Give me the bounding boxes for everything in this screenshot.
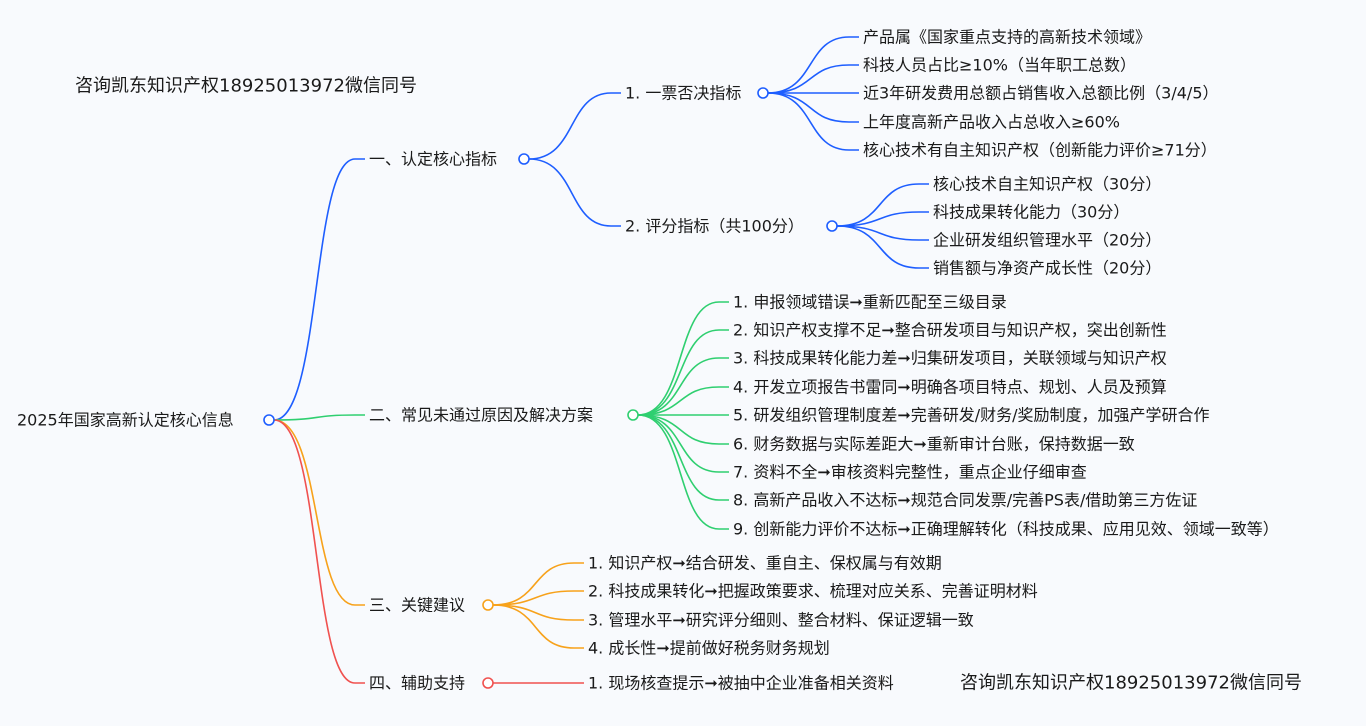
branch-toggle-icon[interactable]	[518, 153, 530, 165]
connector-line	[492, 604, 584, 621]
branch-node[interactable]: 二、常见未通过原因及解决方案	[369, 406, 593, 425]
connector-line	[836, 183, 929, 227]
connector-line	[637, 329, 729, 416]
connector-line	[273, 414, 365, 421]
sub-branch-node[interactable]: 2. 评分指标（共100分）	[625, 217, 804, 236]
connector-line	[492, 562, 584, 606]
connector-line	[767, 92, 859, 151]
sub-branch-toggle-icon[interactable]	[826, 220, 838, 232]
leaf-node[interactable]: 产品属《国家重点支持的高新技术领域》	[863, 28, 1151, 47]
connector-line	[637, 357, 729, 416]
leaf-node[interactable]: 1. 申报领域错误➞重新匹配至三级目录	[733, 293, 1007, 312]
sub-branch-node[interactable]: 1. 一票否决指标	[625, 84, 741, 103]
nodes: 2025年国家高新认定核心信息 一、认定核心指标 1. 一票否决指标 产品属《国家重点…	[17, 28, 1279, 693]
connector-line	[637, 386, 729, 416]
connector-line	[836, 211, 929, 227]
leaf-node[interactable]: 科技人员占比≥10%（当年职工总数）	[863, 56, 1136, 75]
leaf-node[interactable]: 5. 研发组织管理制度差➞完善研发/财务/奖励制度，加强产学研合作	[733, 406, 1210, 425]
connector-line	[637, 301, 729, 416]
connector-line	[492, 604, 584, 649]
leaf-node[interactable]: 2. 知识产权支撑不足➞整合研发项目与知识产权，突出创新性	[733, 321, 1167, 340]
connector-line	[637, 414, 729, 445]
leaf-node[interactable]: 上年度高新产品收入占总收入≥60%	[863, 113, 1120, 132]
leaf-node[interactable]: 核心技术自主知识产权（30分）	[933, 175, 1161, 194]
connector-line	[767, 64, 859, 94]
leaf-node[interactable]: 3. 管理水平➞研究评分细则、整合材料、保证逻辑一致	[588, 611, 974, 630]
connector-line	[273, 419, 365, 606]
branch-node[interactable]: 一、认定核心指标	[369, 150, 497, 169]
root-node[interactable]: 2025年国家高新认定核心信息	[17, 411, 234, 430]
watermark-bottom: 咨询凯东知识产权18925013972微信同号	[960, 673, 1302, 694]
connector-line	[637, 414, 729, 501]
connector-line	[637, 414, 729, 530]
leaf-node[interactable]: 核心技术有自主知识产权（创新能力评价≥71分）	[863, 141, 1217, 160]
branch-toggle-icon[interactable]	[482, 599, 494, 611]
watermark-top: 咨询凯东知识产权18925013972微信同号	[75, 76, 417, 97]
branch-node[interactable]: 三、关键建议	[369, 596, 465, 615]
leaf-node[interactable]: 3. 科技成果转化能力差➞归集研发项目，关联领域与知识产权	[733, 349, 1167, 368]
branch-node[interactable]: 四、辅助支持	[369, 674, 465, 693]
leaf-node[interactable]: 2. 科技成果转化➞把握政策要求、梳理对应关系、完善证明材料	[588, 582, 1038, 601]
connector-line	[836, 225, 929, 241]
leaf-node[interactable]: 科技成果转化能力（30分）	[933, 203, 1129, 222]
leaf-node[interactable]: 6. 财务数据与实际差距大➞重新审计台账，保持数据一致	[733, 435, 1135, 454]
root-toggle-icon[interactable]	[263, 414, 275, 426]
leaf-node[interactable]: 8. 高新产品收入不达标➞规范合同发票/完善PS表/借助第三方佐证	[733, 491, 1197, 510]
leaf-node[interactable]: 企业研发组织管理水平（20分）	[933, 231, 1161, 250]
edges	[273, 36, 929, 684]
leaf-node[interactable]: 4. 成长性➞提前做好税务财务规划	[588, 639, 830, 658]
connector-line	[767, 92, 859, 123]
leaf-node[interactable]: 1. 现场核查提示➞被抽中企业准备相关资料	[588, 674, 894, 693]
connector-line	[836, 225, 929, 269]
leaf-node[interactable]: 1. 知识产权➞结合研发、重自主、保权属与有效期	[588, 554, 942, 573]
connector-line	[528, 92, 621, 160]
leaf-node[interactable]: 近3年研发费用总额占销售收入总额比例（3/4/5）	[863, 84, 1219, 103]
connector-line	[767, 36, 859, 94]
branch-toggle-icon[interactable]	[627, 409, 639, 421]
branch-toggle-icon[interactable]	[482, 677, 494, 689]
leaf-node[interactable]: 9. 创新能力评价不达标➞正确理解转化（科技成果、应用见效、领域一致等）	[733, 520, 1279, 539]
connector-line	[528, 158, 621, 227]
leaf-node[interactable]: 4. 开发立项报告书雷同➞明确各项目特点、规划、人员及预算	[733, 378, 1167, 397]
connector-line	[273, 158, 365, 421]
connector-line	[637, 414, 729, 473]
sub-branch-toggle-icon[interactable]	[757, 87, 769, 99]
leaf-node[interactable]: 销售额与净资产成长性（20分）	[933, 259, 1161, 278]
connector-line	[492, 590, 584, 606]
leaf-node[interactable]: 7. 资料不全➞审核资料完整性，重点企业仔细审查	[733, 463, 1087, 482]
connector-line	[273, 419, 365, 684]
